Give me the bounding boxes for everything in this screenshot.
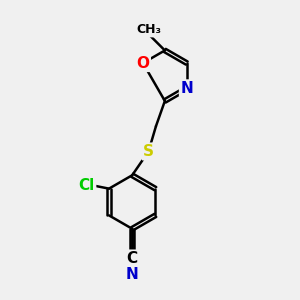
- Text: O: O: [136, 56, 149, 70]
- Text: Cl: Cl: [79, 178, 95, 193]
- Text: N: N: [126, 267, 139, 282]
- Text: C: C: [127, 251, 138, 266]
- Text: N: N: [180, 81, 193, 96]
- Text: S: S: [143, 144, 154, 159]
- Text: CH₃: CH₃: [136, 23, 161, 36]
